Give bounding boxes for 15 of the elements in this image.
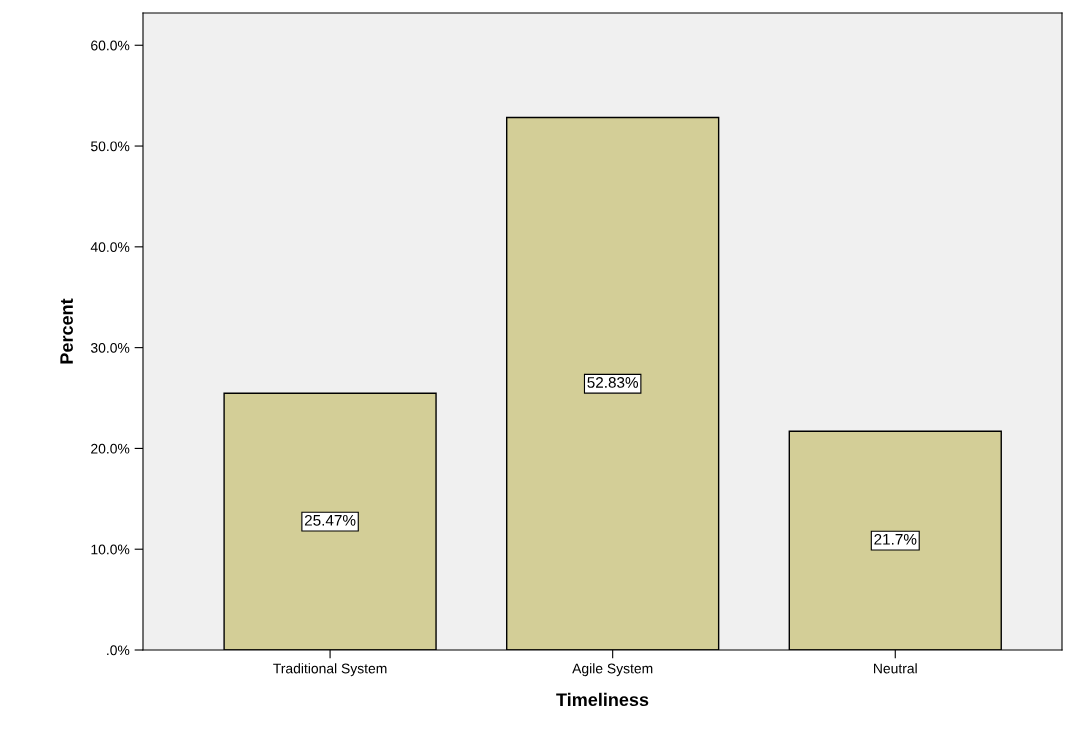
y-tick-label: 10.0% (91, 544, 130, 555)
x-tick-label: Traditional System (273, 663, 387, 677)
data-label: 21.7% (874, 533, 917, 545)
x-tick-label: Neutral (874, 663, 917, 674)
data-label: 25.47% (304, 514, 356, 526)
x-axis-title: Timeliness (556, 692, 649, 707)
x-tick-label: Agile System (572, 663, 653, 677)
y-tick-label: 50.0% (90, 141, 130, 152)
y-axis-title: Percent (60, 298, 73, 364)
y-tick-label: 60.0% (91, 40, 130, 51)
data-label: 52.83% (587, 377, 639, 388)
y-tick-label: 30.0% (90, 342, 130, 353)
y-tick-label: 40.0% (90, 242, 130, 252)
y-tick-label: 20.0% (91, 443, 130, 454)
y-tick-label: .0% (107, 645, 130, 656)
